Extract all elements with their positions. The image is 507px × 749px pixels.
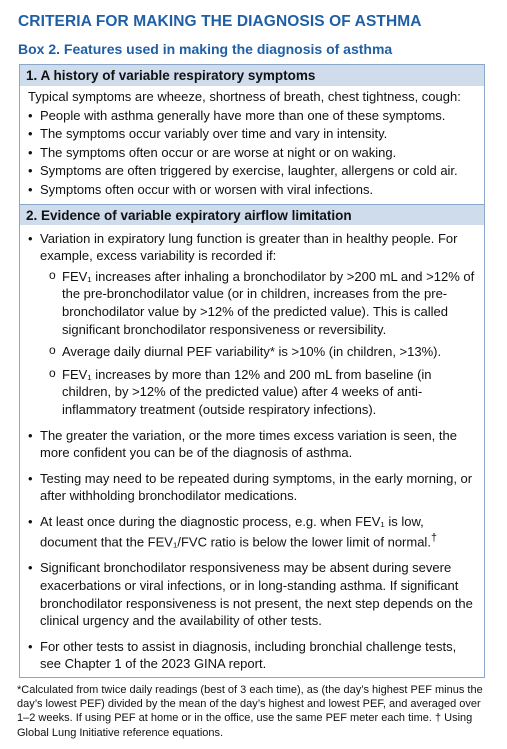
list-item: For other tests to assist in diagnosis, … (28, 638, 478, 673)
list-item: Variation in expiratory lung function is… (28, 230, 478, 419)
list-item: The symptoms occur variably over time an… (28, 125, 478, 144)
fev-line-1: At least once during the diagnostic proc… (40, 513, 424, 529)
sub-list-item: Average daily diurnal PEF variability* i… (40, 342, 478, 361)
airflow-list: Variation in expiratory lung function is… (28, 230, 478, 673)
section-1-body: Typical symptoms are wheeze, shortness o… (20, 86, 484, 204)
features-box: 1. A history of variable respiratory sym… (19, 64, 485, 678)
list-item: People with asthma generally have more t… (28, 107, 478, 126)
list-item: The symptoms often occur or are worse at… (28, 144, 478, 163)
list-item: Symptoms often occur with or worsen with… (28, 181, 478, 200)
sub-list: FEV₁ increases after inhaling a bronchod… (40, 267, 478, 419)
list-item: Testing may need to be repeated during s… (28, 470, 478, 505)
list-item: The greater the variation, or the more t… (28, 427, 478, 462)
dagger-mark: † (430, 532, 437, 545)
section-2-heading: 2. Evidence of variable expiratory airfl… (20, 203, 484, 225)
section-1-intro: Typical symptoms are wheeze, shortness o… (28, 89, 461, 104)
list-item: At least once during the diagnostic proc… (28, 513, 478, 552)
fev-line-2: document that the FEV₁/FVC ratio is belo… (40, 530, 478, 551)
list-item: Symptoms are often triggered by exercise… (28, 162, 478, 181)
fev-ratio-text: document that the FEV₁/FVC ratio is belo… (40, 534, 431, 550)
box-title: Box 2. Features used in making the diagn… (18, 41, 393, 57)
section-2-body: Variation in expiratory lung function is… (20, 225, 484, 673)
list-item: Significant bronchodilator responsivenes… (28, 559, 478, 629)
variation-text: Variation in expiratory lung function is… (40, 230, 458, 264)
section-1-heading: 1. A history of variable respiratory sym… (20, 65, 484, 86)
symptom-list: People with asthma generally have more t… (28, 107, 478, 200)
footnote: *Calculated from twice daily readings (b… (17, 684, 483, 739)
page-title: CRITERIA FOR MAKING THE DIAGNOSIS OF AST… (18, 13, 422, 30)
sub-list-item: FEV₁ increases after inhaling a bronchod… (40, 267, 478, 338)
sub-list-item: FEV₁ increases by more than 12% and 200 … (40, 365, 478, 419)
